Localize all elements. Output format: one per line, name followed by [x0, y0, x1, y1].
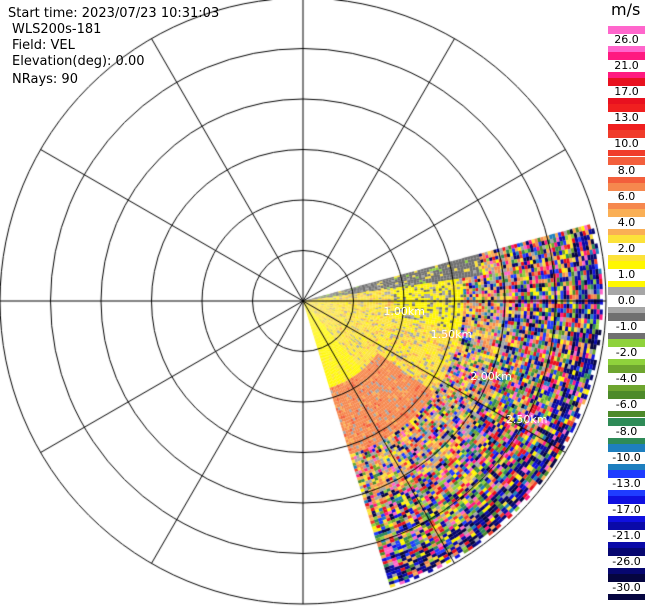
colorbar-label: -13.0 [608, 477, 645, 490]
colorbar-label: 21.0 [608, 60, 645, 73]
colorbar-label: 6.0 [608, 190, 645, 203]
colorbar-label: 1.0 [608, 268, 645, 281]
nrays-text: NRays: 90 [12, 72, 78, 87]
elevation-text: Elevation(deg): 0.00 [12, 54, 145, 69]
field-text: Field: VEL [12, 38, 75, 53]
colorbar-label: -1.0 [608, 321, 645, 334]
range-label: 1.00km [383, 304, 426, 318]
colorbar-label: -4.0 [608, 373, 645, 386]
colorbar-label: -30.0 [608, 582, 645, 595]
colorbar-label: 10.0 [608, 138, 645, 151]
range-label: 1.50km [430, 328, 473, 342]
colorbar-label: -6.0 [608, 399, 645, 412]
colorbar-label: -8.0 [608, 425, 645, 438]
colorbar-label: 17.0 [608, 86, 645, 99]
range-label: 2.50km [505, 412, 548, 426]
colorbar-label: 8.0 [608, 164, 645, 177]
colorbar-label: 0.0 [608, 295, 645, 307]
colorbar-unit: m/s [611, 0, 641, 19]
colorbar-label: -17.0 [608, 503, 645, 516]
colorbar-label: 2.0 [608, 242, 645, 255]
start-time-text: Start time: 2023/07/23 10:31:03 [8, 6, 220, 21]
range-label: 2.00km [470, 369, 512, 383]
colorbar-label: 13.0 [608, 112, 645, 125]
colorbar-label: -21.0 [608, 529, 645, 542]
colorbar-label: 26.0 [608, 34, 645, 46]
colorbar-label: -2.0 [608, 347, 645, 360]
instrument-text: WLS200s-181 [12, 22, 102, 37]
colorbar-label: -10.0 [608, 451, 645, 464]
colorbar-label: -26.0 [608, 556, 645, 568]
colorbar-label: 4.0 [608, 216, 645, 229]
